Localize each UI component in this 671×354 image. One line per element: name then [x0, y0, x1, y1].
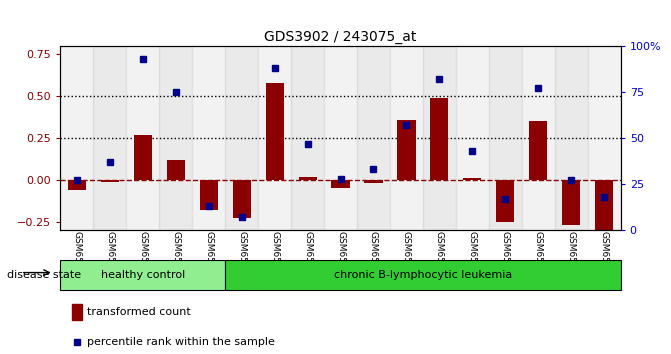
Text: disease state: disease state [7, 270, 81, 280]
Bar [68, 180, 86, 190]
Bar [562, 180, 580, 225]
Bar [166, 160, 185, 180]
Bar [258, 46, 291, 230]
Bar [192, 46, 225, 230]
Bar [225, 46, 258, 230]
Text: percentile rank within the sample: percentile rank within the sample [87, 337, 275, 347]
Bar [291, 46, 324, 230]
Bar [588, 46, 621, 230]
Bar [101, 180, 119, 182]
Bar [529, 121, 548, 180]
Bar [324, 46, 357, 230]
Bar [233, 180, 251, 218]
Text: healthy control: healthy control [101, 270, 185, 280]
Bar [266, 83, 284, 180]
Bar [497, 180, 515, 222]
Bar [423, 46, 456, 230]
Bar [489, 46, 522, 230]
Bar [60, 260, 225, 290]
Bar [397, 120, 415, 180]
Bar [357, 46, 390, 230]
Bar [331, 180, 350, 188]
Bar [159, 46, 192, 230]
Bar [60, 46, 93, 230]
Bar [93, 46, 126, 230]
Bar [390, 46, 423, 230]
Text: chronic B-lymphocytic leukemia: chronic B-lymphocytic leukemia [333, 270, 512, 280]
Bar [555, 46, 588, 230]
Text: transformed count: transformed count [87, 307, 191, 317]
Bar [364, 180, 382, 183]
Bar [299, 177, 317, 180]
Bar [72, 304, 82, 320]
Bar [200, 180, 218, 210]
Bar [456, 46, 489, 230]
Bar [522, 46, 555, 230]
Bar [430, 98, 448, 180]
Bar [225, 260, 621, 290]
Title: GDS3902 / 243075_at: GDS3902 / 243075_at [264, 30, 417, 44]
Bar [595, 180, 613, 230]
Bar [463, 178, 481, 180]
Bar [134, 135, 152, 180]
Bar [126, 46, 159, 230]
